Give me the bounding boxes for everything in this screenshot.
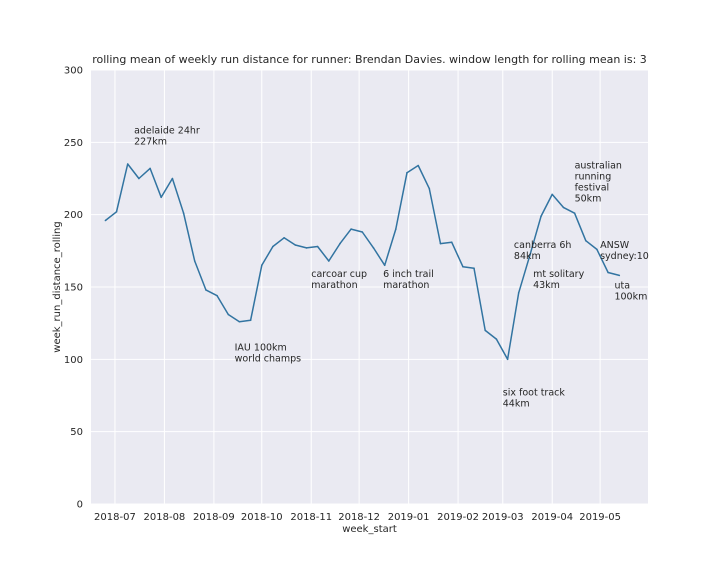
data-point <box>115 211 118 213</box>
annotation-label: uta 100km <box>614 280 647 302</box>
data-point <box>182 212 185 214</box>
data-point <box>462 265 464 268</box>
data-point <box>484 329 487 332</box>
data-point <box>495 338 498 340</box>
data-point <box>171 177 174 180</box>
x-tick-label: 2018-08 <box>144 512 186 523</box>
data-point <box>160 196 162 199</box>
annotation-label: adelaide 24hr 227km <box>134 126 200 148</box>
y-tick-label: 0 <box>77 500 83 511</box>
data-point <box>205 289 207 291</box>
data-point <box>383 264 386 267</box>
data-point <box>238 320 241 323</box>
y-tick-label: 200 <box>64 210 83 221</box>
data-point <box>361 231 364 233</box>
x-tick-label: 2018-09 <box>193 512 235 523</box>
annotation-label: australian running festival 50km <box>575 160 622 204</box>
annotation-label: mt solitary 43km <box>533 269 584 291</box>
data-point <box>529 254 531 256</box>
data-point <box>216 294 218 297</box>
data-point <box>406 171 408 174</box>
series-layer <box>104 163 621 361</box>
y-axis-label: week_run_distance_rolling <box>52 221 63 352</box>
x-tick-label: 2018-10 <box>241 512 283 523</box>
annotation-label: canberra 6h 84km <box>514 240 572 262</box>
x-tick-label: 2018-12 <box>338 512 380 523</box>
data-point <box>227 313 230 316</box>
data-point <box>339 242 341 245</box>
x-tick-label: 2019-03 <box>482 512 524 523</box>
data-point <box>328 260 330 262</box>
y-axis-ticks: 0 50 100 150 200 250 300 <box>64 66 83 511</box>
grid-lines <box>91 69 648 505</box>
y-tick-label: 300 <box>64 66 83 77</box>
data-point <box>261 264 263 267</box>
data-point <box>350 228 352 230</box>
data-point <box>618 274 621 277</box>
x-tick-label: 2018-11 <box>290 512 332 523</box>
data-point <box>428 187 431 190</box>
data-point <box>473 267 475 270</box>
data-point <box>540 215 542 217</box>
y-tick-label: 250 <box>64 138 83 149</box>
data-point <box>417 164 420 167</box>
data-point <box>126 163 129 165</box>
x-tick-label: 2019-02 <box>437 512 479 523</box>
data-point <box>138 177 140 180</box>
annotation-label: ANSW sydney:10 <box>600 240 649 262</box>
annotation-label: six foot track 44km <box>503 388 566 410</box>
data-point <box>372 247 375 249</box>
annotation-label: carcoar cup marathon <box>311 269 367 291</box>
data-point <box>506 358 509 361</box>
data-point <box>272 245 274 248</box>
data-point <box>193 260 196 262</box>
data-point <box>149 167 151 170</box>
data-point <box>316 245 319 248</box>
annotation-label: 6 inch trail marathon <box>383 269 434 291</box>
data-point <box>450 241 453 243</box>
x-tick-label: 2019-04 <box>531 512 573 523</box>
data-point <box>596 248 598 251</box>
annotations: adelaide 24hr 227km IAU 100km world champs c… <box>134 126 649 410</box>
data-point <box>562 206 565 209</box>
data-point <box>104 219 107 222</box>
data-point <box>607 271 609 274</box>
data-point <box>294 244 297 246</box>
x-axis-label: week_start <box>342 524 397 535</box>
data-point <box>551 193 553 196</box>
y-tick-label: 150 <box>64 283 83 294</box>
data-point <box>573 212 576 214</box>
data-point <box>249 319 252 322</box>
y-tick-label: 100 <box>64 355 83 366</box>
data-point <box>439 242 442 245</box>
x-axis-ticks: 2018-07 2018-08 2018-09 2018-10 2018-11 2018-… <box>94 512 621 523</box>
annotation-label: IAU 100km world champs <box>235 343 302 365</box>
x-tick-label: 2018-07 <box>94 512 136 523</box>
x-tick-label: 2019-05 <box>579 512 621 523</box>
data-point <box>585 239 587 242</box>
data-point <box>517 292 520 294</box>
data-point <box>395 228 397 230</box>
chart-title: rolling mean of weekly run distance for … <box>92 53 647 66</box>
x-tick-label: 2019-01 <box>388 512 430 523</box>
y-tick-label: 50 <box>70 427 83 438</box>
data-point <box>305 247 308 249</box>
data-point <box>283 237 285 239</box>
